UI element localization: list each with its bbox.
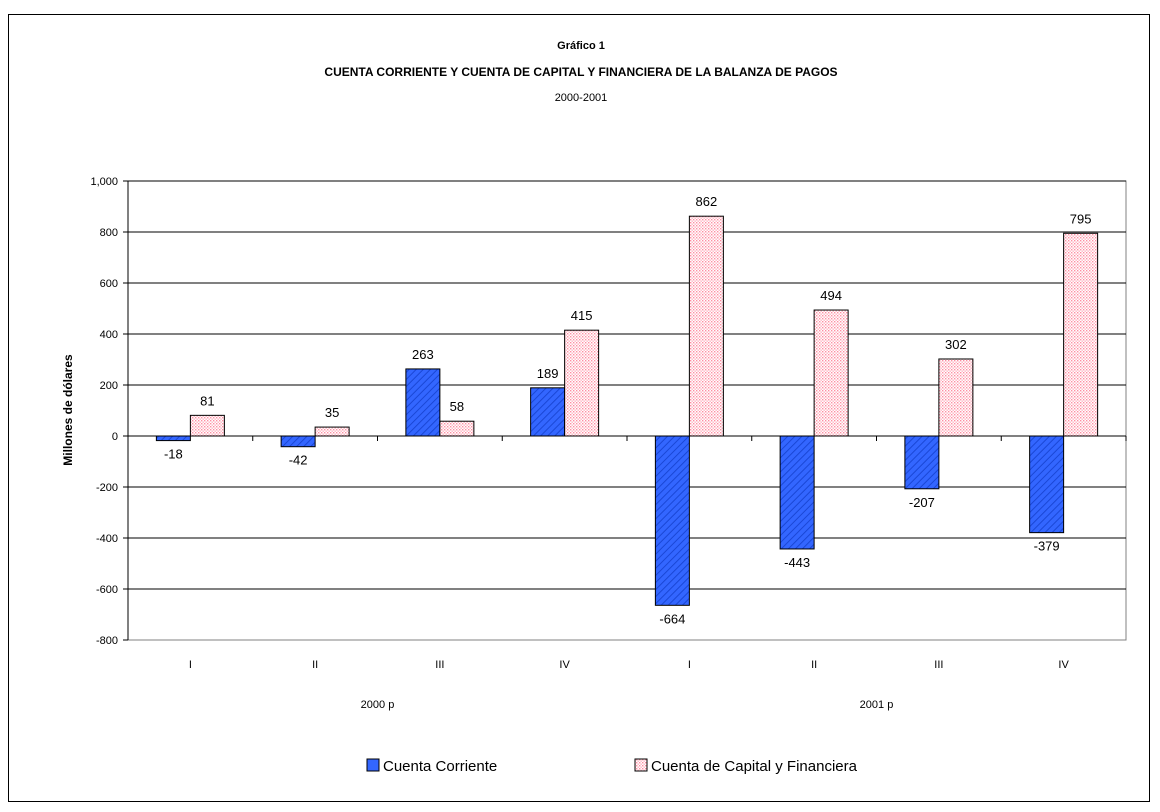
data-label: 35 [325,405,339,420]
plot-area [127,180,1127,641]
data-label: 862 [696,194,718,209]
bar-cuenta-capital [1063,232,1099,437]
x-group-labels: 2000 p 2001 p [361,699,894,711]
x-category-labels: I II III IV I II III IV [189,659,1070,671]
x-group-label: 2001 p [860,699,894,711]
y-tick-label: 0 [112,431,118,443]
bar-cuenta-corriente [155,435,191,442]
bar-cuenta-corriente [654,435,690,606]
bar-cuenta-corriente [530,387,566,437]
y-tick-labels: 1,000 800 600 400 200 0 -200 -400 -600 -800 [90,176,118,647]
x-category-label: II [811,659,817,671]
data-label: 189 [537,366,559,381]
data-label: 58 [450,399,464,414]
y-axis-label: Millones de dólares [61,354,75,466]
chart-subtitle: 2000-2001 [555,92,608,104]
data-label: -207 [909,495,935,510]
data-label: 795 [1070,211,1092,226]
legend: Cuenta Corriente Cuenta de Capital y Fin… [366,758,858,775]
data-label: 81 [200,393,214,408]
chart-title: CUENTA CORRIENTE Y CUENTA DE CAPITAL Y F… [324,65,837,79]
bar-cuenta-capital [439,420,475,437]
data-label: -443 [784,555,810,570]
data-label: 263 [412,347,434,362]
bar-cuenta-capital [564,329,600,437]
data-label: 415 [571,308,593,323]
bars [155,215,1099,606]
gridlines [128,180,1126,590]
y-tick-label: -200 [96,482,118,494]
y-tick-label: 600 [100,278,118,290]
data-labels: -18 -42 263 189 -664 -443 -207 -379 81 35 58 415 862… [164,194,1092,626]
bar-cuenta-corriente [280,435,316,448]
bar-cuenta-corriente [1029,435,1065,534]
data-label: -18 [164,447,183,462]
data-label: -42 [289,453,308,468]
bar-cuenta-corriente [779,435,815,550]
y-tick-label: 400 [100,329,118,341]
bar-cuenta-capital [813,309,849,437]
bar-cuenta-corriente [405,368,441,437]
legend-swatch-cuenta-capital [634,758,648,772]
x-category-label: II [312,659,318,671]
bar-cuenta-capital [688,215,724,437]
legend-label-cuenta-corriente: Cuenta Corriente [383,758,497,775]
x-category-label: I [189,659,192,671]
y-tick-label: 800 [100,227,118,239]
bar-cuenta-capital [314,426,350,437]
x-category-label: IV [559,659,570,671]
x-category-label: I [688,659,691,671]
data-label: 302 [945,337,967,352]
x-category-label: III [934,659,943,671]
x-category-label: III [435,659,444,671]
y-tick-label: -400 [96,533,118,545]
legend-swatch-cuenta-corriente [366,758,380,772]
bar-cuenta-capital [189,414,225,437]
y-tick-label: 200 [100,380,118,392]
y-tick-label: -600 [96,584,118,596]
data-label: -664 [659,611,685,626]
legend-label-cuenta-capital: Cuenta de Capital y Financiera [651,758,858,775]
axes [123,180,1127,641]
data-label: 494 [820,288,842,303]
data-label: -379 [1034,539,1060,554]
bar-cuenta-capital [938,358,974,437]
chart-supertitle: Gráfico 1 [557,40,605,52]
y-tick-label: 1,000 [90,176,118,188]
x-category-label: IV [1058,659,1069,671]
x-group-label: 2000 p [361,699,395,711]
y-tick-label: -800 [96,635,118,647]
bar-cuenta-corriente [904,435,940,490]
